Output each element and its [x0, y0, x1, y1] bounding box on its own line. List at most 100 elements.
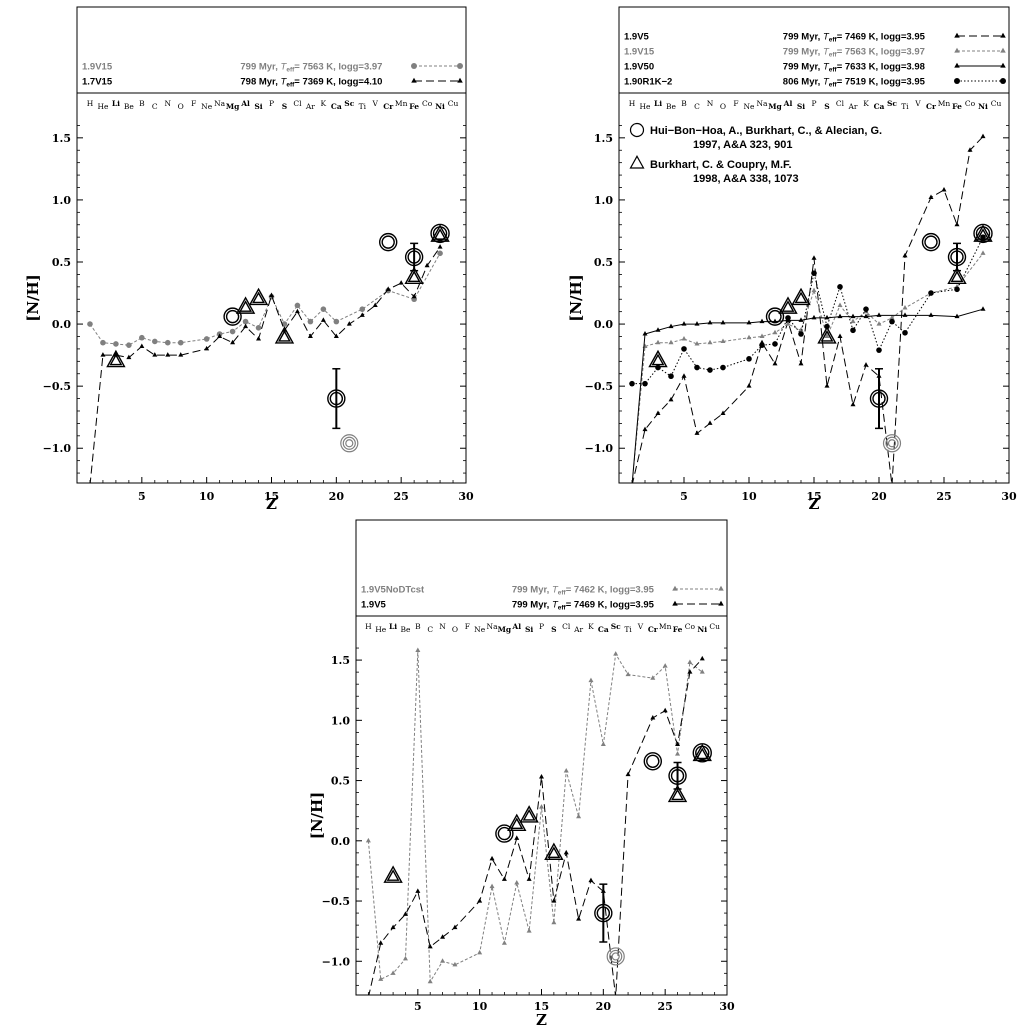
data-point — [954, 221, 960, 227]
data-point — [746, 356, 752, 362]
element-label: F — [733, 99, 738, 108]
series-line — [368, 658, 703, 995]
element-label: Be — [124, 102, 135, 111]
data-point — [600, 741, 606, 746]
y-tick-label: −0.5 — [322, 895, 350, 908]
element-label: O — [452, 625, 458, 634]
element-label: N — [439, 622, 446, 631]
ref-circle — [869, 389, 889, 408]
element-label: Be — [666, 102, 677, 111]
data-point — [720, 364, 726, 371]
y-tick-label: 1.5 — [594, 132, 613, 145]
data-point — [411, 293, 417, 299]
series-line — [631, 308, 984, 483]
data-point — [437, 244, 443, 249]
legend-marker — [954, 32, 960, 38]
element-label: Mg — [768, 102, 782, 111]
ref-circle-inner — [924, 235, 938, 249]
data-point — [837, 313, 843, 319]
data-point — [759, 333, 765, 339]
ref-triple-circle — [882, 434, 902, 453]
y-tick-label: 0.0 — [594, 318, 613, 331]
data-point — [126, 354, 132, 360]
element-label: He — [97, 102, 109, 111]
element-label: Ca — [331, 102, 342, 111]
ref-triangle-inner — [695, 747, 709, 760]
ref-circle-inner — [768, 309, 782, 324]
element-label: Ca — [598, 625, 609, 634]
data-point — [100, 352, 106, 357]
ref-triple-circle — [611, 952, 620, 961]
element-label: Ni — [697, 625, 707, 634]
data-point — [675, 751, 681, 756]
ref-triangle-inner — [239, 300, 253, 312]
x-tick-label: 10 — [741, 490, 757, 503]
data-point — [440, 958, 446, 963]
legend-marker — [672, 600, 678, 606]
data-point — [164, 339, 171, 346]
data-point — [217, 333, 223, 339]
x-tick-label: 15 — [264, 490, 279, 503]
data-point — [390, 970, 396, 975]
legend-label: 1.7V15 — [82, 77, 113, 88]
series-group — [629, 133, 986, 483]
y-tick-label: 1.0 — [594, 194, 613, 207]
element-label: Be — [400, 625, 411, 634]
element-label: Al — [511, 622, 521, 631]
element-label: K — [321, 99, 327, 108]
data-point — [307, 333, 313, 339]
data-point — [398, 280, 404, 285]
data-point — [707, 367, 713, 373]
data-point — [837, 284, 843, 290]
data-point — [588, 677, 594, 683]
data-point — [837, 333, 843, 339]
legend-marker — [1000, 47, 1006, 53]
ref-circle — [643, 752, 662, 771]
element-label: Al — [240, 99, 250, 108]
ref-triangle-inner — [252, 291, 265, 304]
element-label: V — [914, 99, 921, 108]
legend-marker — [718, 600, 724, 606]
data-point — [694, 364, 700, 371]
element-label: Si — [254, 102, 262, 111]
element-label: Al — [783, 99, 793, 108]
legend-marker — [457, 77, 463, 83]
data-point — [368, 994, 369, 995]
data-point — [165, 352, 171, 357]
legend-label: 1.9V50 — [624, 62, 654, 73]
data-point — [427, 943, 433, 949]
data-point — [694, 340, 700, 346]
legend-marker — [718, 585, 724, 591]
y-tick-label: 1.5 — [52, 132, 71, 145]
data-point — [707, 339, 713, 345]
element-label: Li — [389, 622, 397, 631]
data-point — [333, 318, 340, 325]
element-label: O — [720, 102, 726, 111]
data-point — [514, 879, 520, 885]
ref-triangle-inner — [433, 228, 447, 240]
data-point — [365, 837, 371, 843]
ref-circle — [327, 389, 346, 408]
data-point — [662, 663, 668, 668]
legend-marker — [672, 585, 678, 591]
data-point — [113, 341, 119, 347]
legend-marker — [411, 77, 417, 83]
data-point — [798, 327, 804, 332]
ref-citation-line1: Burkhart, C. & Coupry, M.F. — [650, 159, 792, 171]
ref-triangle-inner — [547, 846, 561, 858]
data-point — [307, 318, 314, 325]
data-point — [746, 334, 752, 340]
element-label: Cl — [562, 622, 571, 631]
data-point — [243, 323, 249, 329]
ref-triple-circle — [340, 434, 359, 453]
ref-triangle — [791, 287, 811, 306]
data-point — [798, 331, 804, 337]
ref-triangle — [430, 224, 450, 242]
y-tick-label: −1.0 — [43, 442, 72, 455]
data-point — [655, 410, 661, 415]
data-point — [415, 647, 421, 652]
data-point — [746, 383, 752, 388]
x-tick-label: 5 — [680, 490, 688, 503]
data-point — [415, 888, 421, 893]
ref-circle — [921, 232, 941, 252]
